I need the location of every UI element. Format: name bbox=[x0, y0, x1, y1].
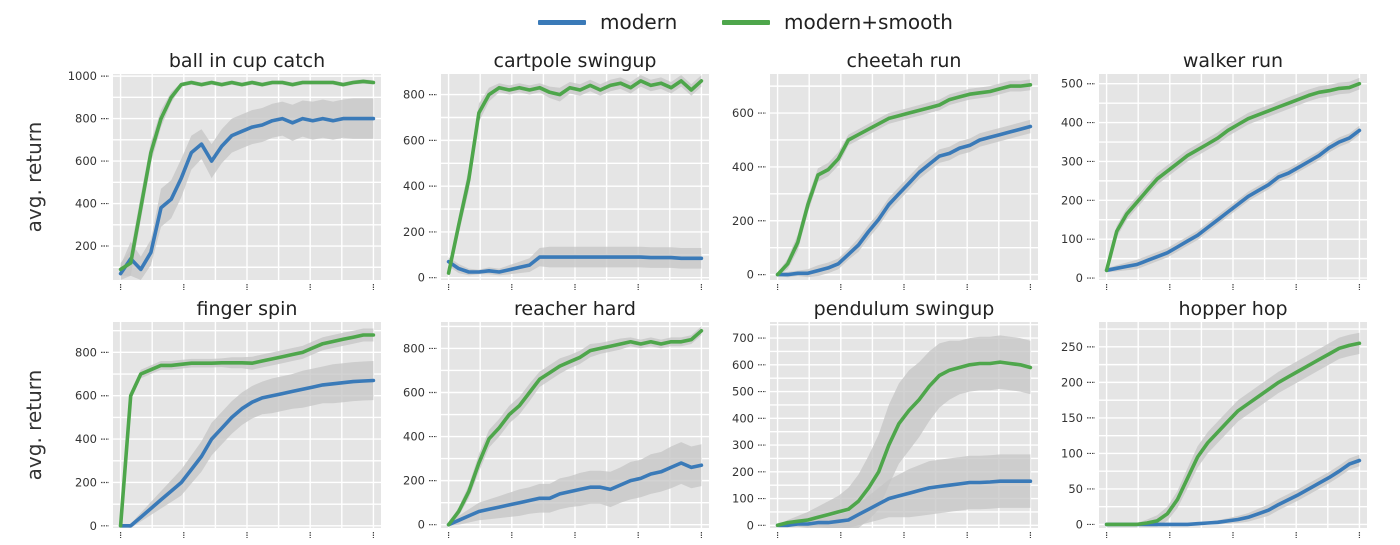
y-tick-label: 100 bbox=[1061, 232, 1083, 246]
y-axis-label: avg. return bbox=[22, 122, 46, 233]
panel-pendulum-swingup: 0 100 200 300 400 500 600 700 pendulum swingup bbox=[732, 298, 1038, 538]
panel-title: hopper hop bbox=[1178, 298, 1287, 320]
y-tick-label: 500 bbox=[732, 385, 754, 399]
y-tick-label: 200 bbox=[75, 475, 97, 489]
panel-title: finger spin bbox=[197, 298, 298, 320]
band-modern bbox=[777, 454, 1031, 528]
y-tick-label: 600 bbox=[75, 154, 97, 168]
band-modern-smooth bbox=[1106, 77, 1360, 275]
y-tick-label: 800 bbox=[75, 345, 97, 359]
y-tick-label: 200 bbox=[403, 225, 425, 239]
panel-cheetah-run: 0 200 400 600 cheetah run bbox=[732, 50, 1038, 290]
y-tick-label: 200 bbox=[1061, 193, 1083, 207]
y-tick-label: 300 bbox=[1061, 154, 1083, 168]
band-modern-smooth bbox=[777, 79, 1031, 277]
y-tick-label: 0 bbox=[418, 271, 425, 285]
series-line-modern-smooth bbox=[446, 79, 704, 275]
y-tick-label: 0 bbox=[1076, 517, 1083, 531]
y-tick-label: 800 bbox=[403, 341, 425, 355]
panel-hopper-hop: 0 50 100 150 200 250 hopper hop bbox=[1061, 298, 1367, 538]
y-tick-label: 600 bbox=[403, 133, 425, 147]
y-tick-label: 1000 bbox=[68, 69, 97, 83]
y-tick-label: 600 bbox=[403, 386, 425, 400]
series-line-modern bbox=[775, 124, 1033, 277]
band-modern-smooth bbox=[1106, 332, 1360, 527]
y-tick-label: 400 bbox=[1061, 116, 1083, 130]
y-tick-label: 0 bbox=[747, 518, 754, 532]
y-tick-label: 700 bbox=[732, 331, 754, 345]
y-tick-label: 100 bbox=[732, 492, 754, 506]
y-tick-label: 400 bbox=[75, 432, 97, 446]
y-tick-label: 50 bbox=[1068, 482, 1083, 496]
y-tick-label: 400 bbox=[75, 197, 97, 211]
y-tick-label: 400 bbox=[732, 411, 754, 425]
legend: modern modern+smooth bbox=[0, 8, 1400, 36]
legend-item-modern-smooth: modern+smooth bbox=[722, 8, 953, 36]
band-modern bbox=[1106, 125, 1360, 273]
y-tick-label: 250 bbox=[1061, 340, 1083, 354]
y-tick-label: 200 bbox=[732, 214, 754, 228]
y-tick-label: 0 bbox=[90, 519, 97, 533]
legend-swatch-modern bbox=[538, 19, 586, 25]
y-tick-label: 300 bbox=[732, 438, 754, 452]
y-tick-label: 400 bbox=[732, 160, 754, 174]
y-tick-label: 400 bbox=[403, 179, 425, 193]
panel-finger-spin: 0 200 400 600 800 finger spin avg. return bbox=[22, 298, 381, 538]
panel-title: walker run bbox=[1183, 50, 1283, 72]
panel-title: pendulum swingup bbox=[814, 298, 995, 320]
y-axis-label: avg. return bbox=[22, 370, 46, 481]
series-line-modern-smooth bbox=[775, 360, 1033, 528]
series-line-modern-smooth bbox=[446, 328, 704, 527]
panel-title: ball in cup catch bbox=[169, 50, 325, 72]
panel-title: reacher hard bbox=[514, 298, 636, 320]
series-line-modern-smooth bbox=[118, 333, 376, 528]
series-line-modern bbox=[446, 461, 704, 527]
series-line-modern-smooth bbox=[775, 83, 1033, 277]
legend-label-modern: modern bbox=[600, 10, 678, 34]
legend-label-modern-smooth: modern+smooth bbox=[784, 10, 953, 34]
y-tick-label: 100 bbox=[1061, 446, 1083, 460]
series-line-modern-smooth bbox=[1104, 341, 1362, 527]
band-modern-smooth bbox=[120, 328, 374, 526]
panel-walker-run: 0 100 200 300 400 500 walker run bbox=[1061, 50, 1367, 290]
y-tick-label: 0 bbox=[747, 268, 754, 282]
y-tick-label: 0 bbox=[1076, 271, 1083, 285]
panel-ball-in-cup-catch: 200 400 600 800 1000 ball in cup catch avg. re… bbox=[22, 50, 381, 290]
y-tick-label: 600 bbox=[732, 358, 754, 372]
y-tick-label: 500 bbox=[1061, 77, 1083, 91]
y-tick-label: 150 bbox=[1061, 411, 1083, 425]
band-modern-smooth bbox=[777, 335, 1031, 528]
series-line-modern bbox=[118, 116, 376, 276]
band-modern bbox=[777, 119, 1031, 278]
series-line-modern bbox=[118, 378, 376, 528]
y-tick-label: 0 bbox=[418, 518, 425, 532]
series-line-modern-smooth bbox=[118, 79, 376, 272]
panel-reacher-hard: 0 200 400 600 800 reacher hard bbox=[403, 298, 709, 538]
y-tick-label: 200 bbox=[732, 465, 754, 479]
y-tick-label: 800 bbox=[403, 88, 425, 102]
y-tick-label: 200 bbox=[75, 239, 97, 253]
series-line-modern-smooth bbox=[1104, 81, 1362, 273]
y-tick-label: 600 bbox=[75, 389, 97, 403]
y-tick-label: 400 bbox=[403, 430, 425, 444]
panel-cartpole-swingup: 0 200 400 600 800 cartpole swingup bbox=[403, 50, 709, 290]
panel-title: cartpole swingup bbox=[494, 50, 657, 72]
y-tick-label: 200 bbox=[1061, 375, 1083, 389]
y-tick-label: 800 bbox=[75, 112, 97, 126]
legend-item-modern: modern bbox=[538, 8, 677, 36]
y-tick-label: 200 bbox=[403, 474, 425, 488]
y-tick-label: 600 bbox=[732, 106, 754, 120]
series-line-modern bbox=[775, 479, 1033, 528]
series-line-modern bbox=[446, 255, 704, 274]
band-modern bbox=[120, 361, 374, 528]
legend-swatch-modern-smooth bbox=[722, 19, 770, 25]
series-line-modern bbox=[1104, 128, 1362, 273]
panel-title: cheetah run bbox=[847, 50, 962, 72]
